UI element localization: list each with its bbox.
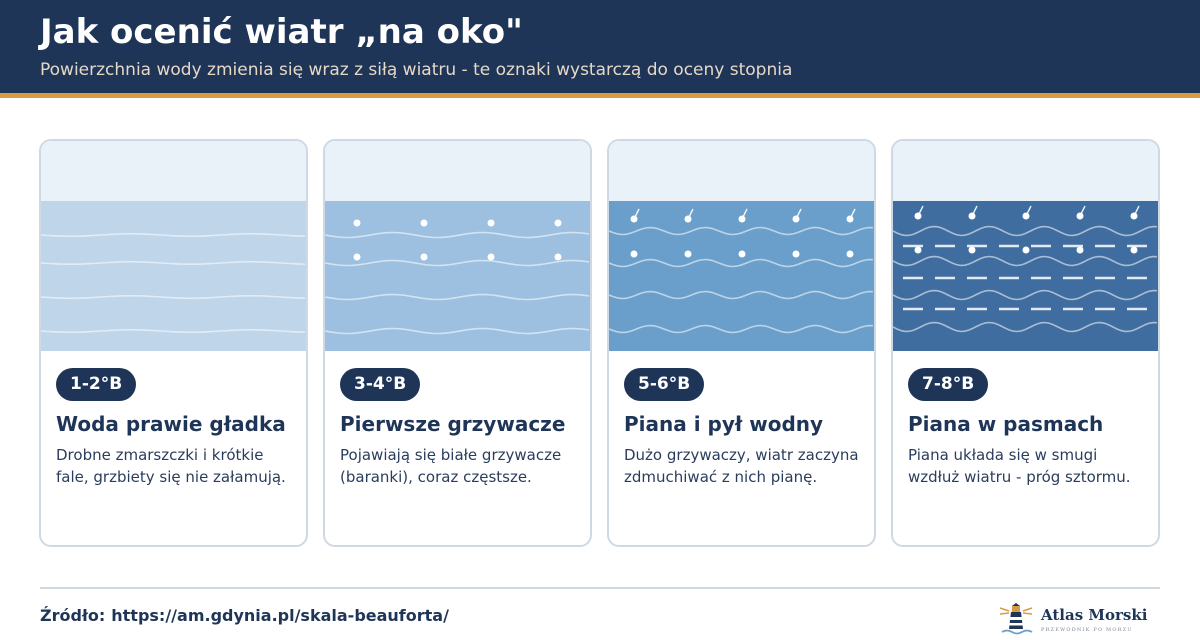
water-fill	[609, 201, 874, 351]
wave-line	[325, 327, 590, 335]
brand-logo: Atlas Morski PRZEWODNIK PO MORZU	[998, 602, 1147, 636]
whitecap	[420, 253, 428, 261]
water-surface-illustration	[41, 141, 306, 351]
whitecap	[684, 250, 692, 258]
water-body	[893, 201, 1158, 351]
whitecap	[554, 219, 562, 227]
whitecap	[487, 253, 495, 261]
beaufort-badge: 3-4°B	[340, 368, 421, 401]
whitecap	[1130, 246, 1138, 254]
whitecap	[630, 215, 638, 223]
wave-line	[893, 321, 1158, 333]
wave-line	[325, 231, 590, 239]
whitecap	[1022, 212, 1030, 220]
wave-line	[41, 233, 306, 237]
wave-line	[893, 255, 1158, 267]
wave-line	[893, 225, 1158, 237]
whitecap	[738, 250, 746, 258]
water-surface-illustration	[609, 141, 874, 351]
card-title: Piana i pył wodny	[624, 412, 824, 436]
wave-line	[41, 295, 306, 299]
source-link[interactable]: https://am.gdynia.pl/skala-beauforta/	[111, 606, 449, 625]
card-beaufort-7-8: 7-8°B Piana w pasmach Piana układa się w…	[891, 139, 1160, 547]
card-title: Woda prawie gładka	[56, 412, 286, 436]
whitecap	[968, 246, 976, 254]
card-title: Piana w pasmach	[908, 412, 1104, 436]
beaufort-badge: 7-8°B	[908, 368, 989, 401]
card-beaufort-1-2: 1-2°B Woda prawie gładka Drobne zmarszcz…	[39, 139, 308, 547]
whitecap	[738, 215, 746, 223]
wave-line	[41, 261, 306, 265]
whitecap	[914, 212, 922, 220]
beaufort-badge: 5-6°B	[624, 368, 705, 401]
wave-line	[609, 258, 874, 268]
water-surface-illustration	[893, 141, 1158, 351]
card-title: Pierwsze grzywacze	[340, 412, 566, 436]
source-label: Źródło:	[40, 606, 106, 625]
whitecap	[1022, 246, 1030, 254]
whitecap	[1130, 212, 1138, 220]
whitecap	[487, 219, 495, 227]
wave-line	[609, 226, 874, 236]
whitecap	[1076, 212, 1084, 220]
wave-line	[609, 290, 874, 300]
water-body	[325, 201, 590, 351]
sky-band	[325, 141, 590, 201]
lighthouse-icon	[999, 603, 1033, 635]
water-body	[41, 201, 306, 351]
source-line: Źródło: https://am.gdynia.pl/skala-beaufo…	[40, 606, 449, 625]
page-title: Jak ocenić wiatr „na oko"	[40, 12, 523, 52]
header-banner: Jak ocenić wiatr „na oko" Powierzchnia w…	[0, 0, 1200, 93]
whitecap	[353, 253, 361, 261]
footer-divider	[40, 587, 1160, 589]
whitecap	[353, 219, 361, 227]
card-description: Pojawiają się białe grzywacze (baranki),…	[340, 446, 562, 486]
card-description: Piana układa się w smugi wzdłuż wiatru -…	[908, 446, 1131, 486]
sky-band	[893, 141, 1158, 201]
brand-tagline: PRZEWODNIK PO MORZU	[1041, 627, 1133, 633]
whitecap	[792, 250, 800, 258]
brand-name: Atlas Morski	[1041, 606, 1148, 624]
whitecap	[914, 246, 922, 254]
whitecap	[684, 215, 692, 223]
wave-line	[325, 259, 590, 267]
water-surface-illustration	[325, 141, 590, 351]
sky-band	[609, 141, 874, 201]
whitecap	[1076, 246, 1084, 254]
water-fill	[893, 201, 1158, 351]
wave-line	[609, 324, 874, 334]
sky-band	[41, 141, 306, 201]
beaufort-badge: 1-2°B	[56, 368, 137, 401]
card-beaufort-3-4: 3-4°B Pierwsze grzywacze Pojawiają się b…	[323, 139, 592, 547]
whitecap	[846, 215, 854, 223]
water-fill	[325, 201, 590, 351]
wave-line	[893, 289, 1158, 301]
wave-line	[41, 329, 306, 333]
card-description: Drobne zmarszczki i krótkie fale, grzbie…	[56, 446, 286, 486]
page-subtitle: Powierzchnia wody zmienia się wraz z sił…	[40, 60, 793, 80]
whitecap	[420, 219, 428, 227]
card-beaufort-5-6: 5-6°B Piana i pył wodny Dużo grzywaczy, …	[607, 139, 876, 547]
header-accent-stripe	[0, 93, 1200, 98]
whitecap	[630, 250, 638, 258]
water-fill	[41, 201, 306, 351]
whitecap	[846, 250, 854, 258]
wave-line	[325, 293, 590, 301]
whitecap	[968, 212, 976, 220]
whitecap	[792, 215, 800, 223]
water-body	[609, 201, 874, 351]
whitecap	[554, 253, 562, 261]
card-description: Dużo grzywaczy, wiatr zaczyna zdmuchiwać…	[624, 446, 859, 486]
